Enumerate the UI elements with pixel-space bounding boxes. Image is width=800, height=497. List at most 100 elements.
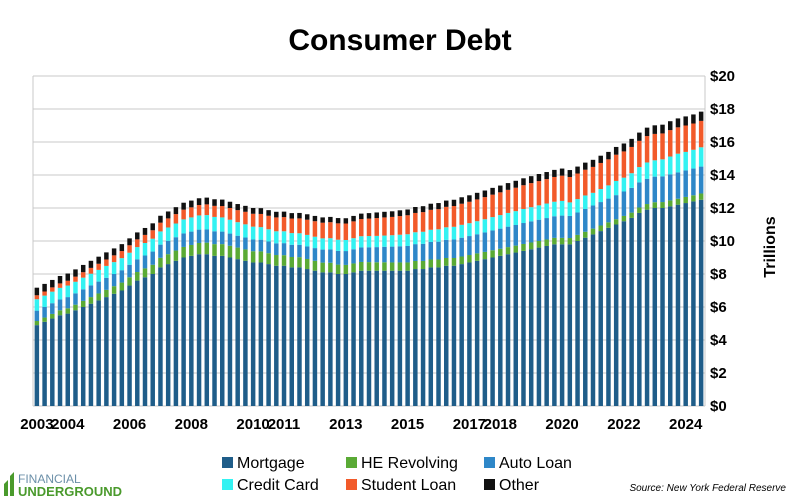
bar-segment-credit-card <box>691 149 696 169</box>
bar-segment-credit-card <box>111 262 117 274</box>
bar-stack <box>189 200 194 406</box>
bar-segment-other <box>204 197 210 205</box>
bar-stack <box>613 146 619 406</box>
bar-stack <box>351 215 356 406</box>
bar-segment-other <box>250 208 256 214</box>
bar-segment-mortgage <box>189 255 194 406</box>
bar-segment-auto-loan <box>668 174 673 201</box>
bar-segment-credit-card <box>258 227 264 240</box>
bar-segment-credit-card <box>637 167 642 183</box>
bar-stack <box>297 212 302 406</box>
bar-segment-credit-card <box>243 224 248 238</box>
bar-segment-auto-loan <box>436 241 441 260</box>
bar-segment-he-revolving <box>660 202 665 208</box>
bar-segment-student-loan <box>65 280 70 286</box>
axes <box>32 76 706 406</box>
bar-stack <box>660 124 665 406</box>
bar-segment-auto-loan <box>691 168 696 196</box>
bar-segment-auto-loan <box>96 281 101 294</box>
bar-segment-mortgage <box>536 247 542 406</box>
bar-stack <box>127 238 132 406</box>
bar-segment-mortgage <box>274 265 279 406</box>
bar-segment-he-revolving <box>88 297 94 304</box>
bar-segment-mortgage <box>158 267 163 406</box>
bar-segment-mortgage <box>451 265 457 406</box>
bar-segment-credit-card <box>274 231 279 244</box>
legend-item: Auto Loan <box>484 455 572 472</box>
bar-segment-student-loan <box>80 272 86 278</box>
bar-segment-auto-loan <box>204 229 210 243</box>
bar-segment-mortgage <box>583 237 588 406</box>
bar-segment-student-loan <box>111 255 117 263</box>
bar-segment-auto-loan <box>220 231 225 245</box>
bar-segment-other <box>536 174 542 182</box>
bar-stack <box>312 215 318 406</box>
logo-text-bottom: UNDERGROUND <box>18 484 122 497</box>
bar-segment-he-revolving <box>374 262 379 271</box>
bar-segment-other <box>320 217 325 223</box>
bar-segment-auto-loan <box>351 249 356 264</box>
bar-segment-credit-card <box>459 224 464 238</box>
bar-segment-auto-loan <box>73 293 78 305</box>
bar-segment-other <box>80 264 86 273</box>
bar-stack <box>505 183 511 406</box>
bar-segment-mortgage <box>196 254 202 406</box>
bar-stack <box>34 287 40 406</box>
bar-segment-auto-loan <box>613 195 619 220</box>
bar-segment-mortgage <box>258 262 264 406</box>
bar-segment-student-loan <box>451 206 457 227</box>
bar-segment-credit-card <box>50 291 55 304</box>
bar-segment-student-loan <box>397 216 403 235</box>
bar-segment-student-loan <box>660 133 665 160</box>
bar-segment-mortgage <box>312 270 318 406</box>
bar-segment-he-revolving <box>135 272 140 281</box>
bar-segment-auto-loan <box>683 170 688 197</box>
bar-stack <box>482 190 488 406</box>
bar-segment-he-revolving <box>220 244 225 256</box>
bar-segment-student-loan <box>552 176 557 202</box>
bar-segment-auto-loan <box>567 215 573 239</box>
bar-segment-student-loan <box>50 287 55 292</box>
bar-segment-auto-loan <box>366 247 372 263</box>
bar-segment-other <box>173 207 179 215</box>
bar-segment-mortgage <box>297 267 302 406</box>
bar-segment-auto-loan <box>559 215 565 238</box>
bar-segment-he-revolving <box>243 249 248 261</box>
bar-segment-auto-loan <box>80 289 86 301</box>
bar-segment-student-loan <box>459 203 464 225</box>
bar-segment-student-loan <box>521 185 526 209</box>
bar-segment-he-revolving <box>250 251 256 263</box>
bar-segment-credit-card <box>65 285 70 298</box>
bar-segment-mortgage <box>559 244 565 406</box>
bar-segment-student-loan <box>204 204 210 216</box>
bar-segment-mortgage <box>637 212 642 406</box>
bar-segment-credit-card <box>204 215 210 230</box>
bar-segment-auto-loan <box>258 239 264 252</box>
bar-segment-other <box>652 125 658 134</box>
bar-segment-other <box>413 207 418 213</box>
bar-segment-credit-card <box>482 219 488 233</box>
bar-stack <box>683 116 688 406</box>
bar-segment-credit-card <box>474 221 480 235</box>
bar-segment-mortgage <box>544 245 549 406</box>
bar-segment-other <box>405 209 410 216</box>
y-tick-label: $14 <box>710 167 736 184</box>
bar-segment-he-revolving <box>181 246 186 258</box>
bar-segment-auto-loan <box>474 234 480 254</box>
bar-segment-credit-card <box>343 240 349 252</box>
bar-segment-student-loan <box>389 216 395 236</box>
bar-segment-he-revolving <box>73 304 78 311</box>
bar-segment-auto-loan <box>521 223 526 244</box>
bar-segment-credit-card <box>73 281 78 294</box>
bar-segment-mortgage <box>660 208 665 406</box>
bar-stack <box>606 151 611 406</box>
bar-segment-credit-card <box>420 231 426 244</box>
y-tick-label: $8 <box>710 266 727 283</box>
bar-segment-he-revolving <box>528 242 534 250</box>
bar-segment-he-revolving <box>637 207 642 213</box>
bar-stack <box>304 214 310 406</box>
bar-segment-student-loan <box>235 210 240 223</box>
bar-segment-credit-card <box>158 231 163 245</box>
bar-segment-other <box>158 215 163 223</box>
bar-segment-mortgage <box>111 293 117 406</box>
